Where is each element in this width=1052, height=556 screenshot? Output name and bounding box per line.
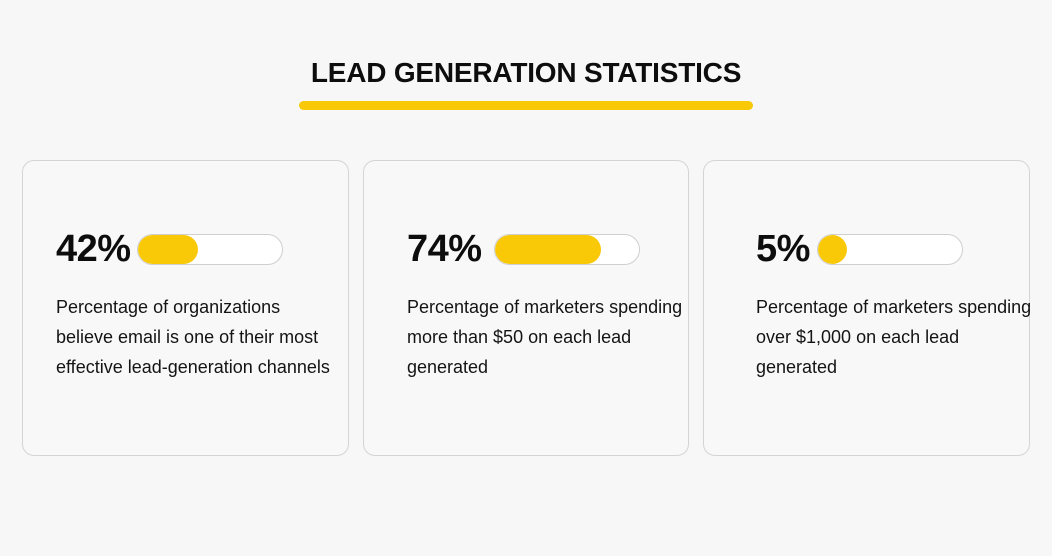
progress-track [493, 233, 640, 265]
stat-description: Percentage of marketers spending over $1… [756, 297, 1032, 377]
stat-row: 74% [407, 229, 640, 269]
progress-track [136, 233, 283, 265]
stat-row: 5% [756, 229, 963, 269]
stat-card-email-effectiveness: 42% Percentage of organizations believe … [22, 160, 349, 456]
stat-value: 42% [56, 228, 131, 270]
progress-fill [817, 234, 847, 264]
stat-description: Percentage of organizations believe emai… [56, 297, 330, 377]
title-underline-accent [299, 101, 753, 110]
progress-fill [137, 234, 199, 264]
page-title: LEAD GENERATION STATISTICS [310, 57, 742, 88]
progress-track [816, 233, 963, 265]
stat-description: Percentage of marketers spending more th… [407, 297, 683, 377]
stat-card-spend-over-1000: 5% Percentage of marketers spending over… [703, 160, 1031, 456]
stat-card-spend-over-50: 74% Percentage of marketers spending mor… [363, 160, 689, 456]
stat-row: 42% [56, 229, 283, 269]
stat-value: 5% [756, 228, 810, 270]
progress-fill [494, 234, 602, 264]
stat-value: 74% [407, 228, 482, 270]
